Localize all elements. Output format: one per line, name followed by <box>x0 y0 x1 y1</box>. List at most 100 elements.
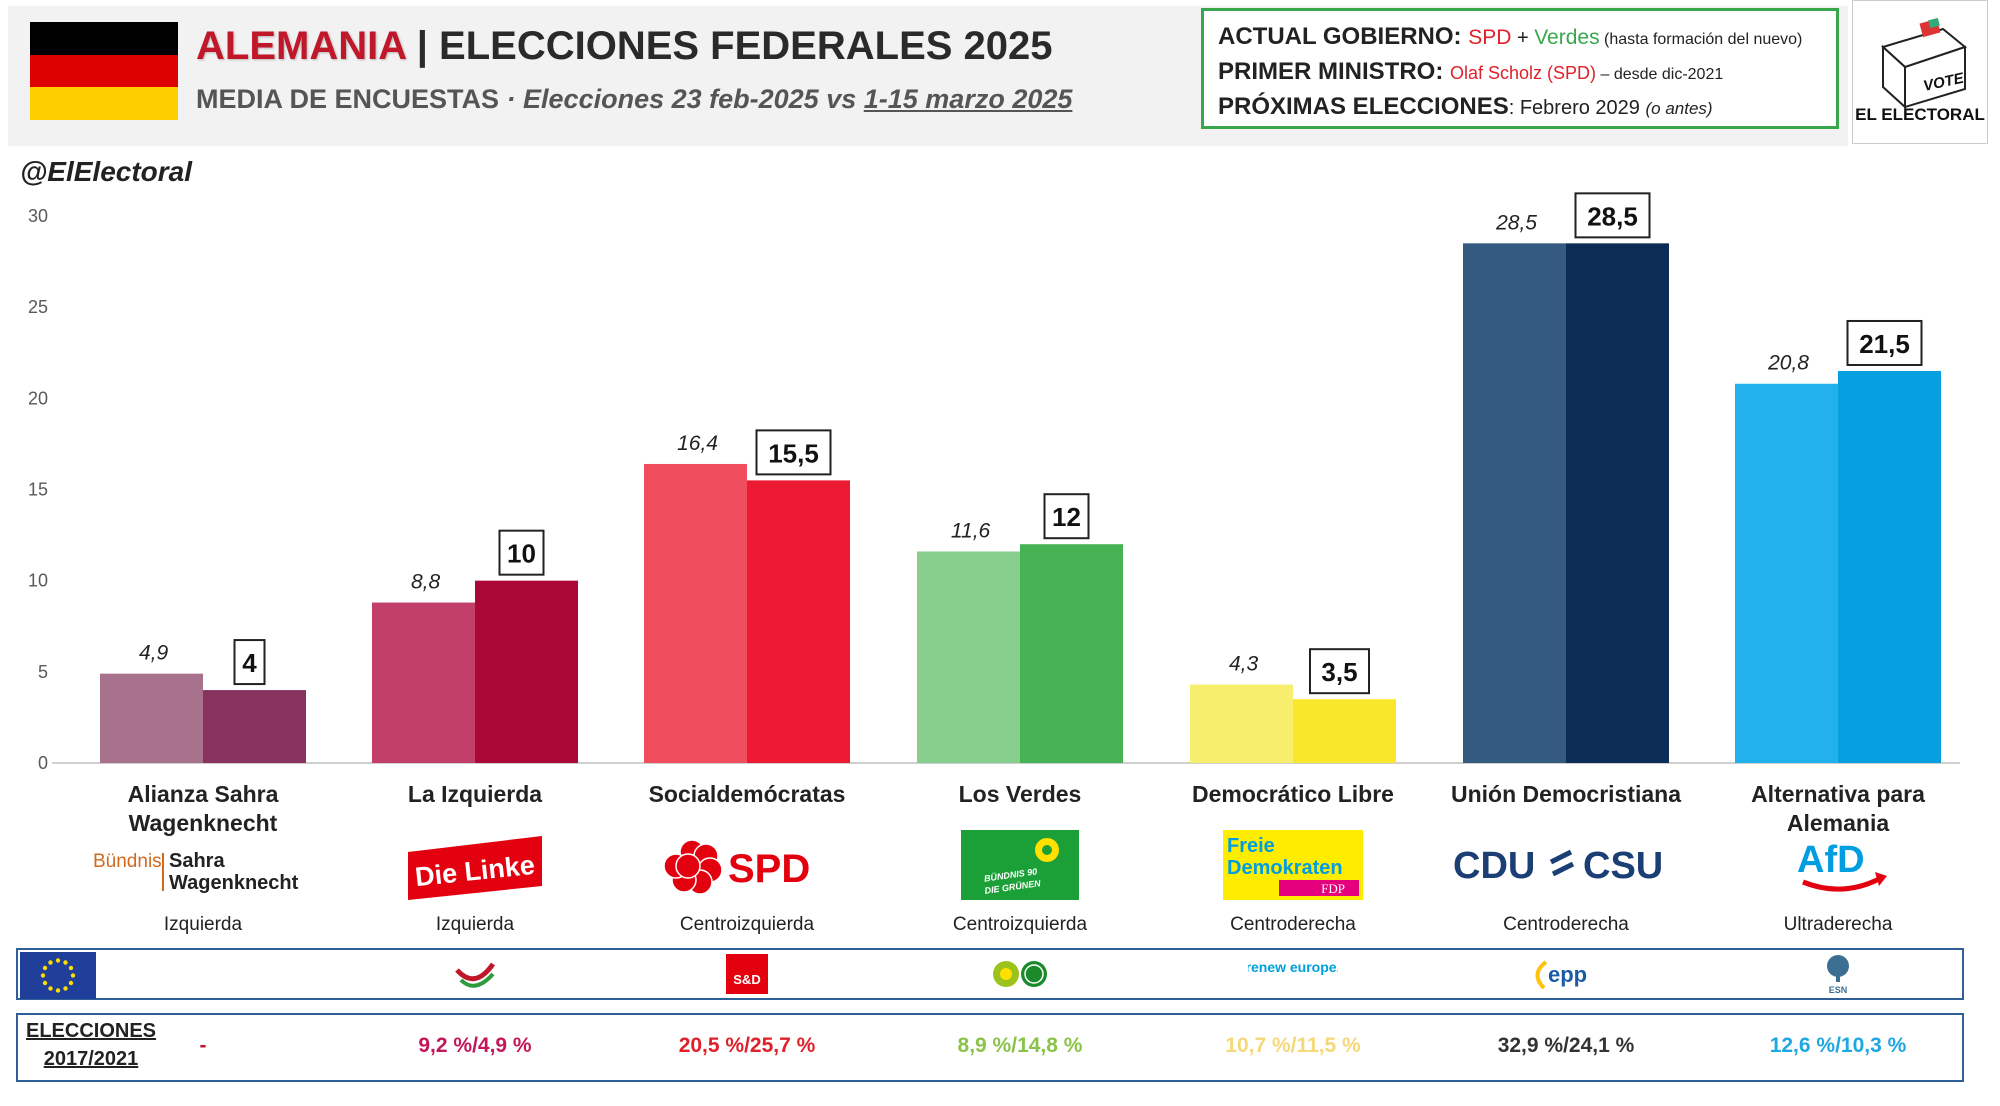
government-info-box: ACTUAL GOBIERNO: SPD + Verdes (hasta for… <box>1201 8 1839 129</box>
previous-election-value: 10,7 %/11,5 % <box>1225 1034 1361 1057</box>
eu-star <box>55 958 61 963</box>
data-label-second: 28,5 <box>1587 201 1638 231</box>
cdu-csu-logo: CDU CSU <box>1451 840 1681 890</box>
spd-logo: SPD <box>662 830 832 900</box>
logo-text: Bündnis <box>93 851 162 872</box>
greens-logo: BÜNDNIS 90 DIE GRÜNEN <box>961 830 1079 900</box>
bar-second <box>475 580 578 763</box>
y-tick-label: 15 <box>28 480 48 500</box>
y-tick-label: 30 <box>28 206 48 226</box>
el-electoral-logo: VOTE EL ELECTORAL <box>1852 0 1988 144</box>
epp-icon: epp <box>1526 954 1606 994</box>
data-label-box <box>755 429 832 476</box>
bar-chart: 0 5 10 15 20 25 30 4,9 4 8,8 10 16,4 15,5 11,6 12 4,3 3,… <box>28 192 1960 773</box>
cdu-csu-logo-icon: CDU CSU <box>1453 845 1663 887</box>
die-linke-logo-icon: Die Linke <box>408 836 542 900</box>
brand-name: EL ELECTORAL <box>1855 105 1985 124</box>
eu-groups-band <box>16 948 1964 1000</box>
previous-elections-band <box>16 1013 1964 1082</box>
page-title: ALEMANIA | ELECCIONES FEDERALES 2025 <box>196 24 1053 69</box>
left-group-logo <box>455 962 496 988</box>
data-label-second: 10 <box>507 539 536 569</box>
data-label-first: 20,8 <box>1767 352 1809 375</box>
renew-europe-icon: renew europe. <box>1246 954 1341 994</box>
party-name: Los Verdes <box>900 780 1140 809</box>
data-label-second: 4 <box>242 648 257 678</box>
bar-first <box>1190 684 1293 763</box>
logo-text: FDP <box>1321 881 1345 896</box>
pm-name: Olaf Scholz (SPD) <box>1450 63 1597 83</box>
bar-first <box>100 673 203 763</box>
gov-verdes: Verdes <box>1534 26 1600 49</box>
bar-second <box>1566 243 1669 764</box>
data-label-box <box>1043 493 1090 540</box>
party-ideology: Ultraderecha <box>1783 914 1893 935</box>
next-election-line: PRÓXIMAS ELECCIONES: Febrero 2029 (o ant… <box>1218 89 1822 124</box>
next-colon: : <box>1508 97 1520 119</box>
bar-second <box>1293 699 1396 763</box>
bar-second <box>747 480 850 763</box>
title-country: ALEMANIA <box>196 24 406 68</box>
greens-efa-logo <box>993 961 1047 987</box>
y-tick-label: 25 <box>28 297 48 317</box>
die-linke-logo: Die Linke <box>400 830 550 900</box>
subtitle-dot: · <box>499 84 524 114</box>
ballot-box-icon: VOTE <box>1881 17 1968 110</box>
eu-star <box>68 965 74 971</box>
party-ideology: Centroizquierda <box>952 914 1088 935</box>
y-tick-label: 5 <box>38 662 48 682</box>
title-rest: | ELECCIONES FEDERALES 2025 <box>405 24 1053 68</box>
y-tick-label: 10 <box>28 571 48 591</box>
party-name-line: Wagenknecht <box>128 810 278 836</box>
party-name-line: La Izquierda <box>407 781 543 807</box>
pm-key: PRIMER MINISTRO: <box>1218 58 1450 85</box>
greens-efa-icon <box>988 957 1052 991</box>
party-ideology: Izquierda <box>163 914 243 935</box>
logo-text: renew europe. <box>1248 959 1338 975</box>
eu-star <box>42 965 48 971</box>
spd-logo-icon: SPD <box>663 839 810 895</box>
party-name: Alianza Sahra Wagenknecht <box>83 780 323 838</box>
party-name-line: Alemania <box>1786 810 1890 836</box>
data-label-second: 12 <box>1052 502 1081 532</box>
party-name-line: Socialdemócratas <box>648 781 846 807</box>
data-label-box <box>498 529 545 576</box>
logo-text: CSU <box>1583 845 1663 887</box>
bar-first <box>917 551 1020 763</box>
subtitle-main: MEDIA DE ENCUESTAS <box>196 84 500 114</box>
esn-logo: ESN <box>1827 955 1849 995</box>
afd-logo: AfD <box>1783 832 1893 902</box>
party-name: Unión Democristiana <box>1446 780 1686 809</box>
data-label-first: 4,3 <box>1229 653 1259 676</box>
bar-second <box>203 690 306 763</box>
bar-second <box>1020 544 1123 763</box>
next-note: (o antes) <box>1645 99 1713 118</box>
eu-star <box>70 973 76 978</box>
renew-europe-logo: renew europe. <box>1246 959 1341 975</box>
eu-star <box>55 988 61 993</box>
previous-election-value: 12,6 %/10,3 % <box>1769 1034 1907 1057</box>
eu-stars-icon <box>40 958 76 993</box>
eu-star <box>40 973 46 978</box>
pm-since: – desde dic-2021 <box>1596 66 1724 83</box>
esn-icon: ESN <box>1813 952 1863 996</box>
gov-spd: SPD <box>1468 26 1512 49</box>
party-ideology: Izquierda <box>435 914 515 935</box>
s-and-d-icon: S&D <box>726 954 768 994</box>
logo-text: epp <box>1548 962 1587 987</box>
data-label-first: 11,6 <box>951 519 991 542</box>
party-name: Socialdemócratas <box>627 780 867 809</box>
bar-first <box>1463 243 1566 764</box>
previous-election-value: 20,5 %/25,7 % <box>678 1034 816 1057</box>
y-tick-label: 20 <box>28 388 48 408</box>
gov-plus: + <box>1511 27 1535 49</box>
party-ideology: Centroizquierda <box>679 914 815 935</box>
y-tick-label: 0 <box>38 753 48 773</box>
party-name-line: Democrático Libre <box>1192 781 1394 807</box>
previous-elections-label-line1: ELECCIONES <box>26 1020 157 1042</box>
data-label-box <box>1574 192 1651 239</box>
logo-text: AfD <box>1797 839 1865 881</box>
previous-elections-label: ELECCIONES 2017/2021 <box>26 1017 156 1073</box>
eu-star <box>63 986 68 991</box>
